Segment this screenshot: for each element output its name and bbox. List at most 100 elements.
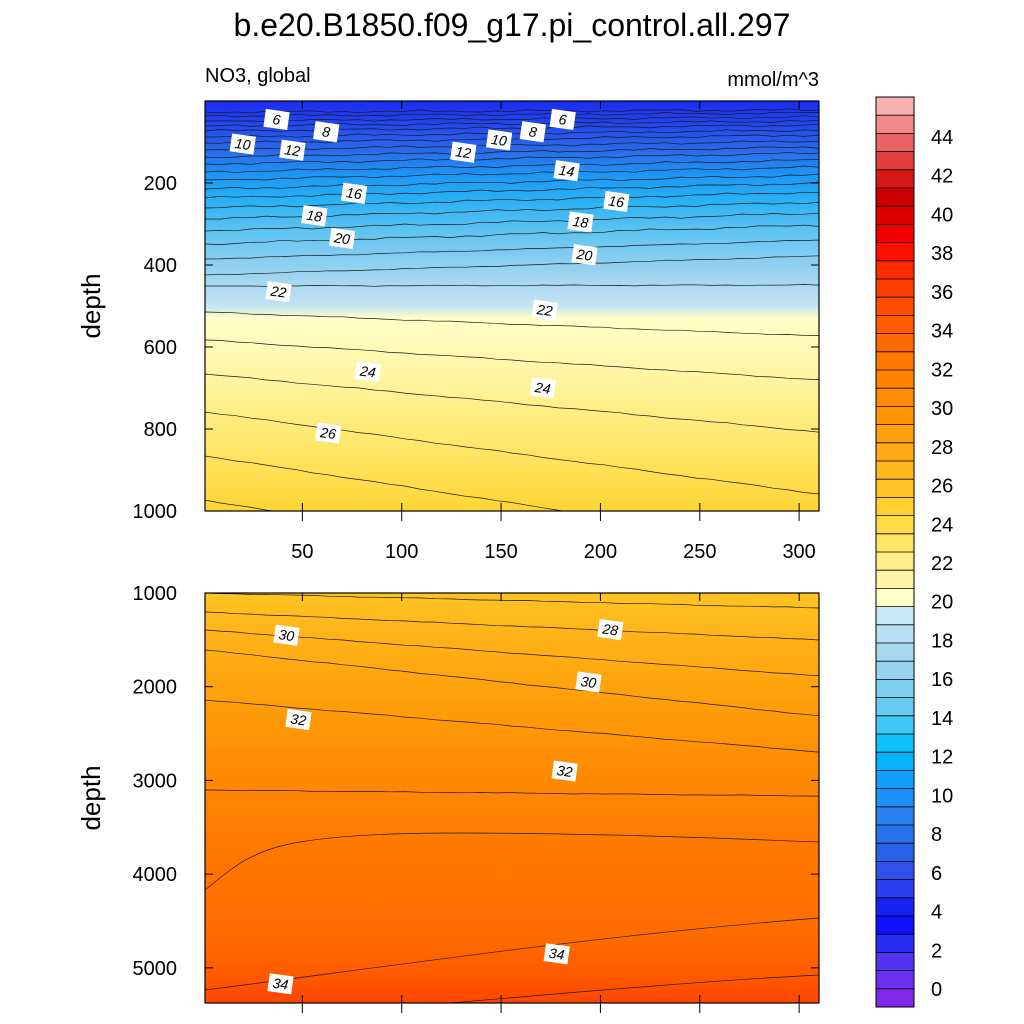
upper-contour-line xyxy=(205,134,819,144)
contour-label: 8 xyxy=(313,121,340,143)
lower-contour-line xyxy=(205,699,819,753)
lower-panel: 30 28 30 32 32 34 34 1000 2000 3000 4000 5000 dept… xyxy=(76,583,820,1013)
upper-contour-line xyxy=(205,119,819,127)
contour-label-box xyxy=(571,244,598,266)
contour-label: 20 xyxy=(571,244,598,266)
colorbar-label: 20 xyxy=(931,592,953,614)
upper-contour-line xyxy=(205,165,819,181)
contour-label-text: 30 xyxy=(580,673,598,691)
contour-label-box xyxy=(519,121,546,143)
colorbar-swatch xyxy=(876,843,914,862)
contour-label-box xyxy=(543,943,570,965)
contour-label-box xyxy=(575,671,602,693)
upper-contour-line xyxy=(205,212,819,232)
contour-label-box xyxy=(529,377,556,399)
colorbar-swatch xyxy=(876,424,914,444)
contour-label-box xyxy=(285,708,312,731)
upper-contour-line xyxy=(205,239,819,260)
contour-label-text: 8 xyxy=(528,123,538,140)
upper-x-tick-label: 250 xyxy=(683,541,716,563)
colorbar-label: 16 xyxy=(931,669,953,691)
contour-label-text: 6 xyxy=(272,111,282,128)
colorbar-swatch xyxy=(876,624,914,644)
contour-label-box xyxy=(531,299,558,321)
colorbar-swatch xyxy=(876,242,914,262)
colorbar-label: 36 xyxy=(931,282,953,304)
colorbar-swatch xyxy=(876,934,914,953)
upper-contour-line xyxy=(205,108,819,114)
contour-label-box xyxy=(549,108,576,131)
colorbar-swatch xyxy=(876,497,914,517)
contour-label: 34 xyxy=(543,943,570,965)
upper-x-tick-label: 100 xyxy=(385,541,418,563)
colorbar-label: 24 xyxy=(931,514,953,536)
colorbar-label: 8 xyxy=(931,824,942,846)
contour-label-text: 6 xyxy=(558,111,568,128)
upper-x-tick-label: 300 xyxy=(782,541,815,563)
upper-contour-line xyxy=(205,159,819,173)
lower-contour-line xyxy=(205,789,819,797)
upper-contour-line xyxy=(205,455,565,511)
colorbar-swatch xyxy=(876,97,914,116)
contour-label-text: 18 xyxy=(572,213,590,231)
upper-contour-line xyxy=(205,224,819,245)
contour-label-text: 24 xyxy=(533,379,552,397)
lower-y-tick-label: 1000 xyxy=(133,583,178,605)
colorbar-label: 38 xyxy=(931,243,953,265)
colorbar-swatch xyxy=(876,988,914,1008)
contour-label-text: 10 xyxy=(234,135,252,153)
colorbar-label: 42 xyxy=(931,166,953,188)
lower-ticks: 1000 2000 3000 4000 5000 xyxy=(133,583,819,1013)
colorbar-swatch xyxy=(876,461,914,480)
upper-y-tick-label: 200 xyxy=(144,173,177,195)
colorbar-swatch xyxy=(876,552,914,571)
contour-label-box xyxy=(597,618,624,641)
contour-label-box xyxy=(340,182,368,204)
upper-contour-labels: 6 8 10 12 16 18 20 22 24 26 12 10 8 6 14 16 18 20 22 24 xyxy=(229,108,630,444)
colorbar-swatch xyxy=(876,643,914,662)
colorbar-label: 28 xyxy=(931,437,953,459)
colorbar-swatch xyxy=(876,297,914,316)
upper-contour-line xyxy=(205,255,819,276)
colorbar-swatch xyxy=(876,697,914,717)
colorbar-swatch xyxy=(876,715,914,735)
contour-label: 10 xyxy=(485,129,513,151)
contour-label-box xyxy=(263,108,290,131)
contour-label: 18 xyxy=(567,211,594,233)
upper-y-axis-label: depth xyxy=(76,273,106,338)
upper-contour-line xyxy=(205,339,819,380)
upper-contour-line xyxy=(205,111,819,118)
colorbar-swatch xyxy=(876,224,914,244)
contour-label-text: 12 xyxy=(454,143,472,161)
contour-label-box xyxy=(450,141,477,163)
colorbar-label: 40 xyxy=(931,204,953,226)
colorbar-swatch xyxy=(876,533,914,553)
upper-contour-line xyxy=(205,115,819,123)
contour-label: 24 xyxy=(529,377,556,399)
contour-label-box xyxy=(551,760,578,782)
contour-label-box xyxy=(267,973,294,995)
contour-label-text: 12 xyxy=(284,141,302,159)
colorbar-swatch xyxy=(876,661,914,680)
contour-label-box xyxy=(265,281,292,303)
lower-y-tick-label: 4000 xyxy=(133,864,178,886)
colorbar-swatch xyxy=(876,133,914,153)
colorbar-label: 44 xyxy=(931,127,953,149)
contour-label-text: 18 xyxy=(305,207,323,225)
colorbar-swatch xyxy=(876,115,914,134)
colorbar-swatch xyxy=(876,970,914,990)
colorbar-swatch xyxy=(876,333,914,353)
contour-label-text: 30 xyxy=(278,626,296,644)
contour-label-text: 10 xyxy=(490,131,508,149)
contour-label-text: 16 xyxy=(345,184,363,202)
colorbar-swatch xyxy=(876,734,914,753)
contour-label-box xyxy=(567,211,594,233)
contour-label: 22 xyxy=(531,299,558,321)
contour-label: 6 xyxy=(263,108,290,131)
contour-label-box xyxy=(301,205,328,227)
colorbar-frame xyxy=(875,96,915,1008)
colorbar-swatch xyxy=(876,570,914,589)
contour-label: 16 xyxy=(603,190,630,213)
colorbar-swatch xyxy=(876,169,914,189)
